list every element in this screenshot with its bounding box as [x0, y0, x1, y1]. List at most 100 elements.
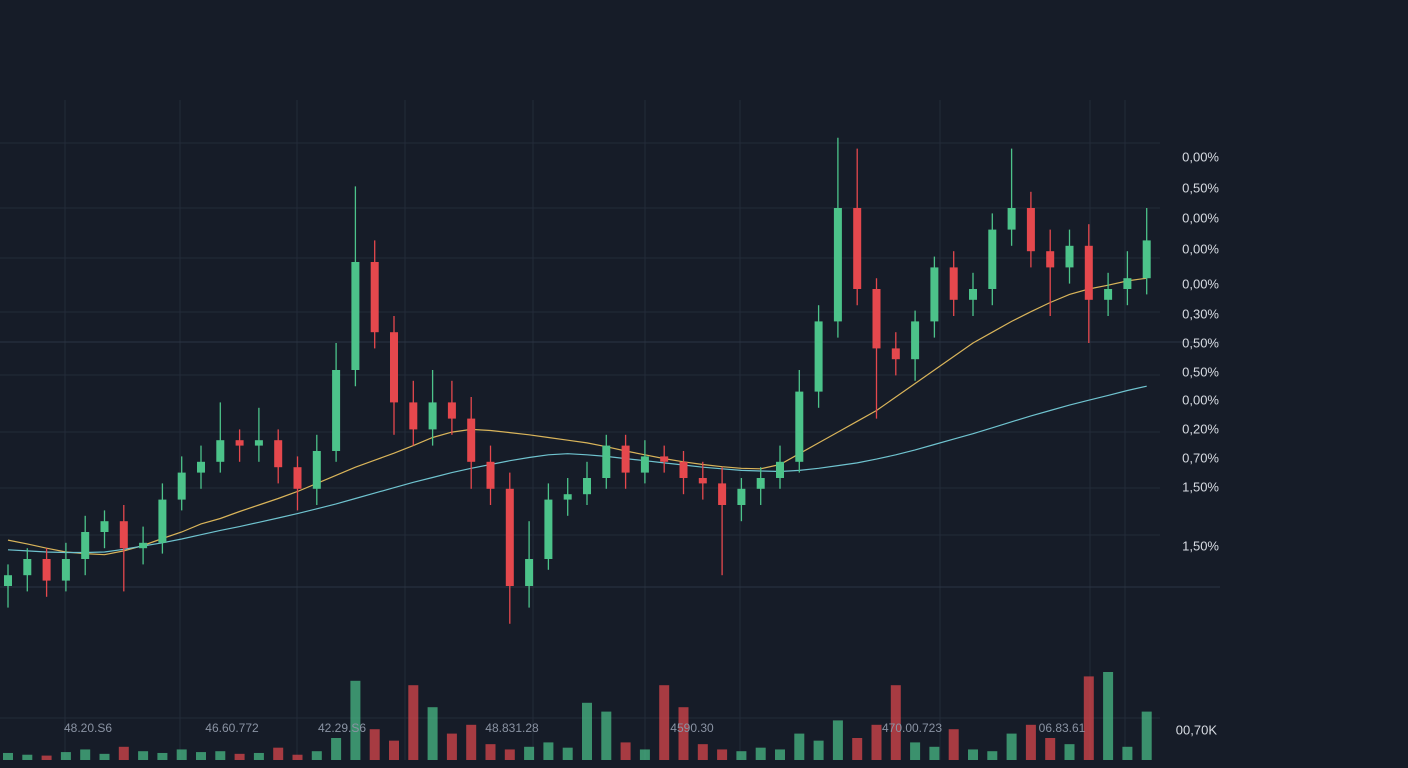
volume-bar	[311, 751, 322, 760]
volume-bar	[273, 747, 284, 760]
volume-bar	[562, 747, 573, 760]
volume-label: 00,70K	[1176, 722, 1218, 737]
candle-body	[486, 461, 495, 489]
candle-body	[853, 208, 862, 289]
candle-body	[1026, 208, 1035, 252]
candle-body	[776, 461, 784, 478]
volume-bar	[1083, 676, 1094, 760]
candle-body	[891, 348, 900, 360]
volume-bar	[253, 752, 264, 760]
volume-bar	[775, 749, 785, 760]
candle-body	[833, 208, 842, 322]
candle-body	[254, 440, 263, 446]
volume-bar	[196, 752, 206, 760]
candle-body	[795, 391, 804, 462]
volume-bar	[350, 680, 361, 760]
volume-bar	[485, 744, 496, 760]
volume-bar	[620, 742, 631, 760]
volume-bar	[910, 742, 921, 760]
candle-body	[969, 289, 977, 300]
volume-bar	[1064, 744, 1075, 760]
candle-body	[467, 418, 476, 462]
candle-body	[525, 559, 534, 586]
candle-body	[1084, 245, 1093, 300]
candle-body	[81, 532, 90, 559]
candle-body	[139, 542, 148, 549]
candle-body	[409, 402, 418, 430]
candle-body	[930, 267, 939, 322]
volume-bar	[987, 751, 998, 760]
price-label: 0,30%	[1182, 306, 1219, 321]
candle-body	[23, 559, 32, 576]
volume-bar	[678, 707, 689, 760]
volume-bar	[3, 752, 13, 760]
volume-bar	[389, 740, 399, 760]
candle-body	[177, 472, 186, 500]
candle-body	[447, 402, 456, 419]
volume-bar	[138, 751, 149, 760]
candle-body	[293, 467, 302, 489]
candle-body	[756, 478, 765, 489]
candle-body	[4, 575, 12, 586]
volume-bar	[582, 702, 592, 760]
volume-bar	[832, 720, 843, 760]
candle-body	[911, 321, 920, 360]
price-label: 0,00%	[1182, 210, 1219, 225]
candle-body	[544, 499, 553, 559]
time-label: 4590.30	[670, 721, 714, 735]
volume-bar	[1141, 711, 1152, 760]
candle-body	[1046, 251, 1055, 268]
volume-bar	[968, 749, 978, 760]
volume-bar	[408, 685, 419, 760]
candle-body	[872, 289, 881, 349]
candle-body	[988, 229, 997, 289]
volume-bar	[369, 729, 380, 760]
candle-body	[158, 499, 167, 543]
volume-bar	[717, 749, 728, 760]
candle-body	[949, 267, 958, 300]
volume-bar	[80, 749, 91, 760]
candle-body	[1123, 278, 1132, 289]
candle-body	[660, 456, 669, 462]
price-label: 0,00%	[1182, 241, 1219, 256]
candle-body	[602, 445, 611, 478]
volume-bar	[543, 742, 554, 760]
volume-bar	[794, 733, 805, 760]
time-label: 48.20.S6	[64, 721, 112, 735]
volume-bar	[890, 685, 901, 760]
volume-bar	[41, 755, 52, 760]
volume-bar	[60, 752, 71, 760]
grid	[0, 100, 1220, 760]
time-label: 470.00.723	[882, 721, 942, 735]
moving-average	[7, 385, 1147, 554]
candle-body	[679, 461, 688, 478]
moving-average	[7, 277, 1147, 556]
volume-bar	[639, 749, 650, 760]
price-label: 0,70%	[1182, 450, 1219, 465]
price-label: 0,20%	[1182, 421, 1219, 436]
time-label: 48.831.28	[485, 721, 539, 735]
time-label: 06.83.61	[1039, 721, 1086, 735]
candle-body	[718, 483, 727, 505]
volume-bar	[504, 749, 515, 760]
candle-body	[42, 559, 51, 581]
candle-body	[351, 262, 360, 370]
candle-body	[583, 478, 591, 495]
volume-bar	[1103, 672, 1114, 760]
volume-bar	[524, 746, 535, 760]
price-label: 1,50%	[1182, 538, 1219, 553]
candle-body	[505, 488, 514, 586]
candle-body	[814, 321, 823, 392]
volume-bar	[871, 724, 882, 760]
volume-bar	[157, 752, 168, 760]
candle-body	[1142, 240, 1151, 279]
candle-body	[216, 440, 225, 462]
price-label: 0,50%	[1182, 335, 1219, 350]
candle-body	[332, 370, 341, 451]
volume-bar	[813, 740, 824, 760]
volume-bar	[736, 751, 747, 760]
candle-body	[640, 456, 649, 473]
volume-bar	[215, 751, 226, 760]
